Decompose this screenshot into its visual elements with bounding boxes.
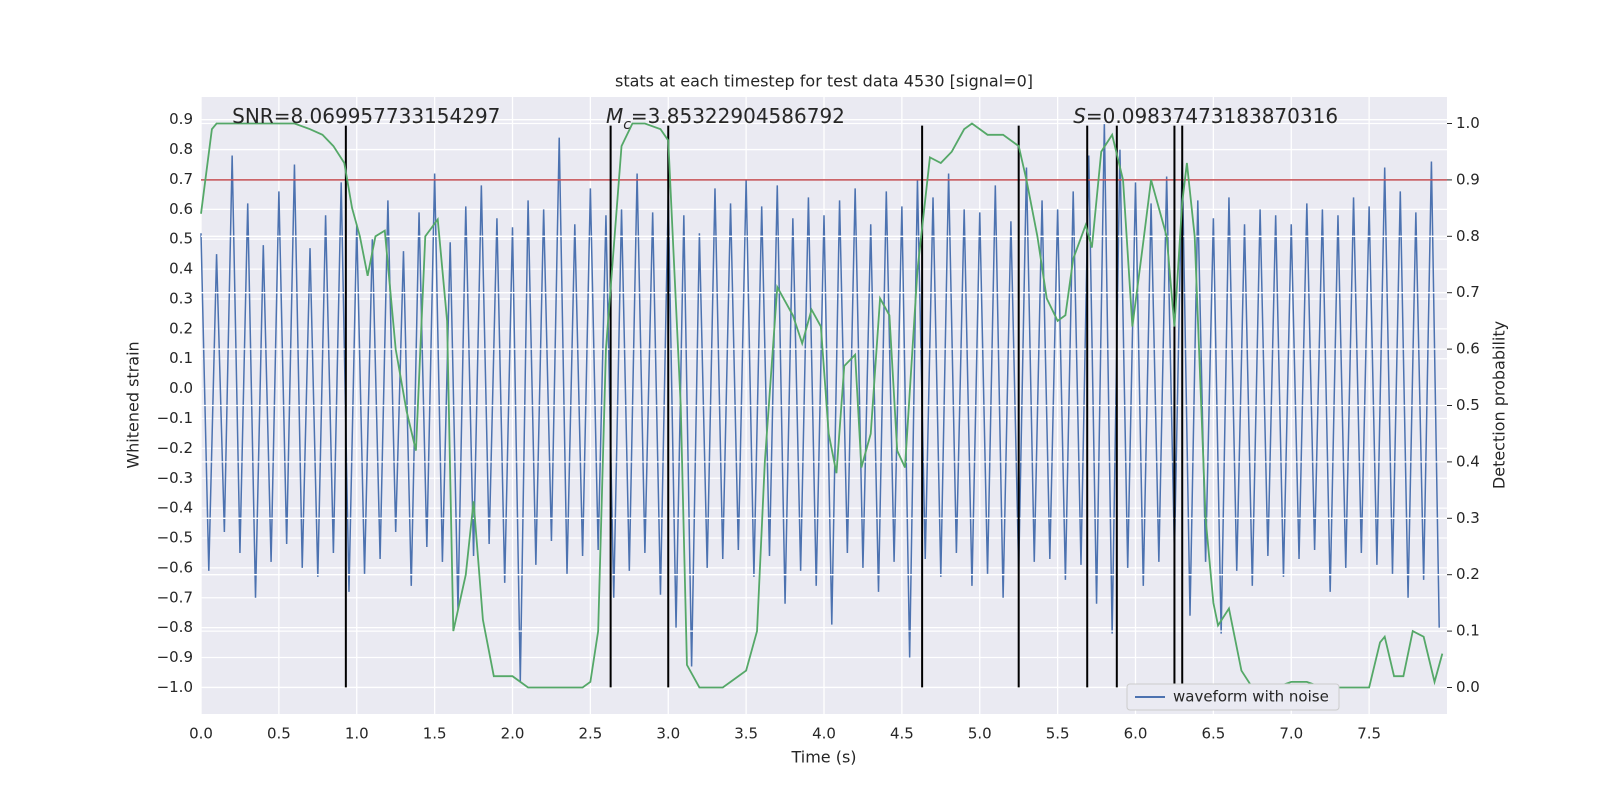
x-tick-label: 5.5	[1046, 725, 1070, 743]
x-tick-label: 7.0	[1279, 725, 1303, 743]
x-tick-label: 0.0	[189, 725, 213, 743]
y-tick-label: 0.5	[169, 230, 193, 248]
annotation-text: SNR=8.069957733154297	[232, 104, 500, 128]
y-tick-label: −0.9	[157, 648, 193, 666]
y2-tick-label: 0.2	[1456, 565, 1480, 583]
x-tick-label: 1.0	[345, 725, 369, 743]
x-tick-label: 0.5	[267, 725, 291, 743]
y2-tick-label: 0.3	[1456, 509, 1480, 527]
y2-tick-label: 0.0	[1456, 678, 1480, 696]
y-tick-label: 0.1	[169, 349, 193, 367]
annotation: SNR=8.069957733154297	[232, 104, 500, 128]
series-line	[200, 122, 1444, 689]
annotation: S=0.09837473183870316	[1073, 104, 1338, 128]
y-tick-label: −0.7	[157, 588, 193, 606]
y-tick-label: −0.6	[157, 558, 193, 576]
y-tick-label: −0.2	[157, 439, 193, 457]
y-tick-label: −0.1	[157, 409, 193, 427]
x-tick-label: 4.5	[890, 725, 914, 743]
y-tick-label: 0.6	[169, 200, 193, 218]
x-tick-label: 4.0	[812, 725, 836, 743]
y-tick-label: −0.3	[157, 469, 193, 487]
y-axis-label: Whitened strain	[124, 341, 143, 468]
x-tick-label: 1.5	[423, 725, 447, 743]
y-tick-label: 0.7	[169, 170, 193, 188]
y-tick-label: −0.5	[157, 529, 193, 547]
y2-tick-label: 0.5	[1456, 396, 1480, 414]
x-tick-label: 3.0	[656, 725, 680, 743]
y-tick-label: 0.8	[169, 140, 193, 158]
x-tick-label: 3.5	[734, 725, 758, 743]
x-tick-label: 5.0	[968, 725, 992, 743]
y2-tick-label: 0.6	[1456, 340, 1480, 358]
annotation-symbol: M	[606, 104, 623, 128]
legend-label: waveform with noise	[1173, 688, 1329, 706]
x-tick-label: 2.0	[501, 725, 525, 743]
annotation: Mc=3.85322904586792	[606, 104, 845, 134]
y-tick-label: 0.4	[169, 260, 193, 278]
y-tick-label: −0.8	[157, 618, 193, 636]
y2-tick-label: 0.4	[1456, 452, 1480, 470]
y-tick-label: −0.4	[157, 499, 193, 517]
y-tick-label: −1.0	[157, 678, 193, 696]
series-line	[200, 122, 1440, 682]
annotation-subscript: c	[623, 117, 631, 133]
y2-tick-label: 0.7	[1456, 283, 1480, 301]
y2-tick-label: 0.8	[1456, 227, 1480, 245]
legend-box	[1126, 683, 1340, 711]
y-tick-label: 0.9	[169, 110, 193, 128]
x-axis-label: Time (s)	[790, 748, 856, 767]
annotation-text: =3.85322904586792	[631, 104, 845, 128]
y2-tick-label: 0.1	[1456, 622, 1480, 640]
x-tick-label: 6.0	[1124, 725, 1148, 743]
y-tick-label: 0.3	[169, 289, 193, 307]
y-tick-label: 0.2	[169, 319, 193, 337]
x-tick-label: 7.5	[1357, 725, 1381, 743]
y2-tick-label: 1.0	[1456, 114, 1480, 132]
y2-axis-label: Detection probability	[1490, 321, 1509, 489]
y2-tick-label: 0.9	[1456, 170, 1480, 188]
annotation-text: =0.09837473183870316	[1086, 104, 1338, 128]
x-tick-label: 2.5	[578, 725, 602, 743]
y-tick-label: 0.0	[169, 379, 193, 397]
chart-title: stats at each timestep for test data 453…	[615, 72, 1033, 91]
annotation-symbol: S	[1073, 104, 1086, 128]
x-tick-label: 6.5	[1201, 725, 1225, 743]
